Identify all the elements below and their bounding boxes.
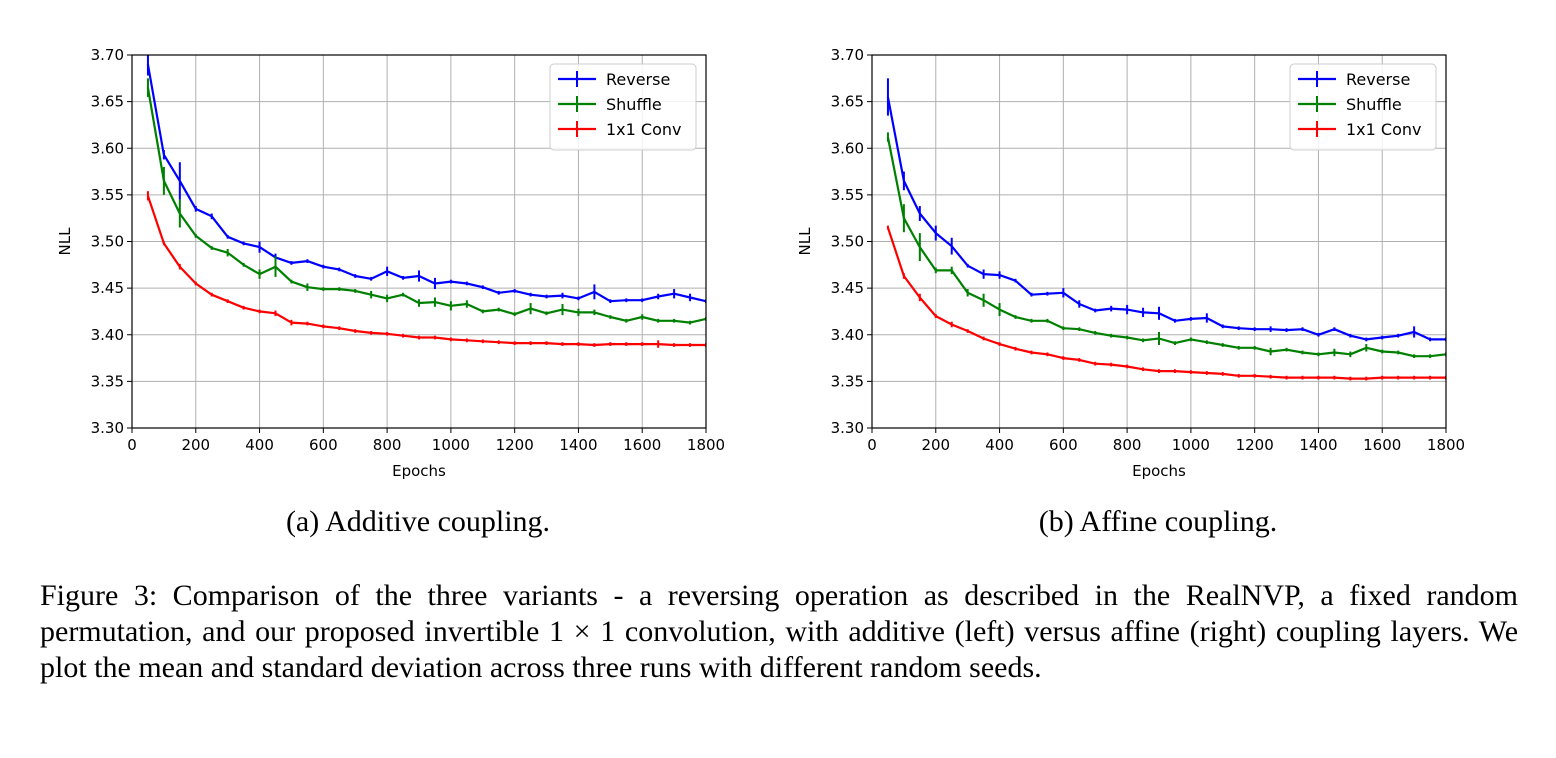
series-line — [886, 96, 1446, 341]
y-tick-label: 3.40 — [831, 326, 864, 344]
legend-label: Reverse — [1346, 70, 1410, 89]
x-tick-label: 400 — [985, 436, 1014, 454]
figure: 0 200 400 600 800 1000 1200 1400 1600 1800 3.30 3.3… — [56, 46, 1465, 480]
series-shuffle — [886, 132, 1446, 359]
x-tick-label: 200 — [181, 436, 210, 454]
y-tick-label: 3.70 — [91, 46, 124, 64]
caption-math: 1 × 1 — [548, 615, 616, 648]
y-tick-label: 3.30 — [831, 419, 864, 437]
y-tick-label: 3.60 — [91, 139, 124, 157]
y-axis-label: NLL — [56, 227, 74, 256]
y-axis-label: NLL — [796, 227, 814, 256]
axes-frame — [871, 54, 1447, 429]
subcaption-a: (a) Additive coupling. — [285, 505, 551, 538]
x-tick-label: 400 — [245, 436, 274, 454]
y-tick-label: 3.45 — [91, 279, 124, 297]
series-line — [886, 136, 1446, 358]
figure-caption: Figure 3: Comparison of the three varian… — [40, 578, 1518, 686]
series-reverse — [886, 78, 1446, 342]
subcaption-b: (b) Affine coupling. — [1038, 505, 1278, 538]
series-1x1-conv — [886, 225, 1446, 381]
x-tick-label: 600 — [1049, 436, 1078, 454]
legend-label: Shuffle — [606, 95, 662, 114]
legend-label: Shuffle — [1346, 95, 1402, 114]
series-line — [146, 64, 706, 303]
legend-label: 1x1 Conv — [1346, 120, 1421, 139]
legend-label: Reverse — [606, 70, 670, 89]
x-tick-label: 1600 — [623, 436, 661, 454]
y-tick-label: 3.35 — [831, 372, 864, 390]
x-tick-label: 1200 — [496, 436, 534, 454]
y-tick-label: 3.50 — [831, 233, 864, 251]
y-tick-label: 3.65 — [831, 93, 864, 111]
y-tick-label: 3.35 — [91, 372, 124, 390]
caption-text-1: Figure 3: Comparison of the three varian… — [40, 579, 1518, 648]
series-line — [886, 227, 1446, 380]
y-tick-label: 3.70 — [831, 46, 864, 64]
x-tick-label: 600 — [309, 436, 338, 454]
x-tick-label: 200 — [921, 436, 950, 454]
panel-affine-coupling: 0 200 400 600 800 1000 1200 1400 1600 1800 3.30 3.3… — [796, 46, 1465, 480]
legend-label: 1x1 Conv — [606, 120, 681, 139]
x-tick-label: 1400 — [559, 436, 597, 454]
y-tick-label: 3.50 — [91, 233, 124, 251]
series-line — [146, 87, 706, 324]
legend: Reverse Shuffle 1x1 Conv — [549, 63, 697, 151]
x-tick-label: 0 — [127, 436, 137, 454]
axes-frame — [131, 54, 707, 429]
x-tick-label: 0 — [867, 436, 877, 454]
y-tick-label: 3.65 — [91, 93, 124, 111]
panel-additive-coupling: 0 200 400 600 800 1000 1200 1400 1600 1800 3.30 3.3… — [56, 46, 725, 480]
series-line — [146, 195, 706, 347]
series-shuffle — [146, 78, 706, 325]
x-tick-label: 1800 — [1427, 436, 1465, 454]
x-tick-label: 1200 — [1236, 436, 1274, 454]
x-tick-label: 1000 — [1172, 436, 1210, 454]
x-tick-label: 1800 — [687, 436, 725, 454]
caption-text-2: convolution, with additive (left) versus… — [40, 615, 1519, 684]
y-tick-label: 3.30 — [91, 419, 124, 437]
x-tick-label: 800 — [373, 436, 402, 454]
x-tick-label: 800 — [1113, 436, 1142, 454]
y-tick-label: 3.45 — [831, 279, 864, 297]
y-tick-label: 3.60 — [831, 139, 864, 157]
x-tick-label: 1000 — [432, 436, 470, 454]
x-tick-label: 1600 — [1363, 436, 1401, 454]
series-1x1-conv — [146, 191, 706, 348]
x-axis-label: Epochs — [1132, 462, 1186, 480]
legend: Reverse Shuffle 1x1 Conv — [1289, 63, 1437, 151]
x-tick-label: 1400 — [1299, 436, 1337, 454]
x-axis-label: Epochs — [392, 462, 446, 480]
series-reverse — [146, 55, 706, 304]
y-tick-label: 3.40 — [91, 326, 124, 344]
y-tick-label: 3.55 — [91, 186, 124, 204]
y-tick-label: 3.55 — [831, 186, 864, 204]
